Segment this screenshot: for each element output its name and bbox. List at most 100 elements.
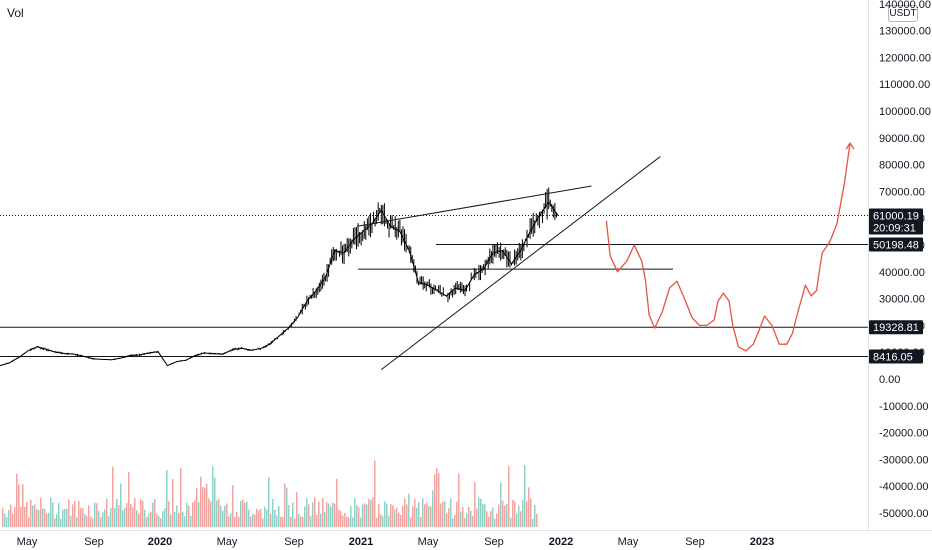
volume-bar [460, 512, 462, 527]
volume-bar [490, 511, 492, 527]
volume-bar [532, 518, 534, 527]
currency-badge[interactable]: USDT [888, 5, 918, 22]
volume-bar [12, 513, 14, 527]
volume-bar [40, 497, 42, 527]
volume-bar [492, 507, 494, 527]
volume-bar [318, 501, 320, 527]
volume-bar [78, 500, 80, 527]
horizontal-levels[interactable] [0, 243, 868, 357]
volume-bar [98, 511, 100, 527]
volume-bar [166, 469, 168, 527]
price-tick-label: 130000.00 [879, 26, 931, 38]
volume-bar [54, 518, 56, 527]
volume-bar [116, 498, 118, 527]
volume-bar [456, 501, 458, 527]
volume-bar [2, 508, 4, 527]
price-line [0, 201, 559, 367]
volume-bar [296, 492, 298, 527]
volume-bar [190, 515, 192, 527]
projection-curve[interactable] [605, 143, 851, 352]
volume-bar [52, 502, 54, 527]
volume-bar [224, 505, 226, 527]
volume-bar [104, 509, 106, 527]
volume-bar [222, 510, 224, 527]
trendline[interactable] [380, 156, 661, 371]
volume-bar [392, 505, 394, 527]
time-tick-label: May [618, 536, 639, 548]
volume-bar [262, 518, 264, 527]
volume-bar [256, 509, 258, 527]
volume-bar [400, 515, 402, 527]
volume-bar [378, 504, 380, 527]
trendlines[interactable] [357, 156, 661, 371]
volume-bar [278, 506, 280, 527]
price-tag-box [869, 208, 923, 235]
volume-bar [360, 517, 362, 527]
volume-bar [534, 505, 536, 527]
volume-bar [180, 468, 182, 527]
time-tick-label: Sep [484, 536, 504, 548]
volume-indicator-label[interactable]: Vol [7, 6, 24, 20]
volume-bar [214, 477, 216, 527]
volume-bar [266, 509, 268, 527]
volume-bar [366, 504, 368, 527]
volume-bar [474, 481, 476, 527]
volume-bar [268, 477, 270, 527]
volume-bar [338, 509, 340, 527]
volume-bar [362, 504, 364, 527]
volume-bar [422, 498, 424, 527]
volume-bar [352, 517, 354, 527]
volume-bar [496, 513, 498, 527]
volume-bar [138, 513, 140, 527]
volume-bar [88, 505, 90, 527]
volume-bar [466, 513, 468, 527]
price-tag-countdown: 20:09:31 [873, 223, 916, 235]
volume-bar [232, 485, 234, 527]
volume-bar [344, 512, 346, 527]
volume-bar [288, 505, 290, 527]
price-tick-label: 100000.00 [879, 106, 931, 118]
projection-path[interactable] [605, 141, 855, 352]
volume-bar [376, 517, 378, 527]
volume-bar [336, 478, 338, 527]
volume-bar [410, 517, 412, 527]
volume-bar [414, 498, 416, 527]
volume-bar [390, 504, 392, 527]
projection-arrowhead[interactable] [845, 141, 855, 150]
volume-bar [478, 497, 480, 527]
volume-bar [396, 507, 398, 527]
volume-bar [476, 508, 478, 527]
volume-bar [426, 502, 428, 527]
volume-bar [528, 487, 530, 527]
volume-bar [536, 513, 538, 527]
volume-bar [100, 517, 102, 527]
volume-bar [108, 516, 110, 527]
price-tag-value: 8416.05 [873, 351, 913, 363]
trendline[interactable] [357, 185, 592, 227]
volume-bar [432, 490, 434, 527]
price-tag-value: 50198.48 [873, 239, 919, 251]
volume-bar [458, 473, 460, 527]
volume-bar [148, 513, 150, 527]
volume-bar [348, 517, 350, 527]
time-tick-label: May [17, 536, 38, 548]
volume-bar [248, 509, 250, 527]
volume-bar [404, 498, 406, 527]
price-series [0, 187, 559, 367]
volume-bar [18, 484, 20, 527]
price-tick-label: 70000.00 [879, 186, 925, 198]
volume-bar [418, 502, 420, 527]
volume-bar [160, 518, 162, 527]
volume-bar [436, 468, 438, 527]
price-axis[interactable]: 140000.00 130000.00 120000.00 110000.00 1000… [868, 0, 932, 530]
price-tick-label: 110000.00 [879, 79, 930, 91]
volume-bar [112, 466, 114, 527]
volume-bar [72, 504, 74, 527]
volume-bar [26, 501, 28, 527]
volume-bar [328, 503, 330, 527]
volume-bar [516, 514, 518, 527]
volume-bar [64, 508, 66, 527]
volume-bar [374, 460, 376, 527]
time-axis[interactable]: May Sep 2020 May Sep 2021 May Sep 2022 May Sep 2023 [0, 530, 932, 549]
